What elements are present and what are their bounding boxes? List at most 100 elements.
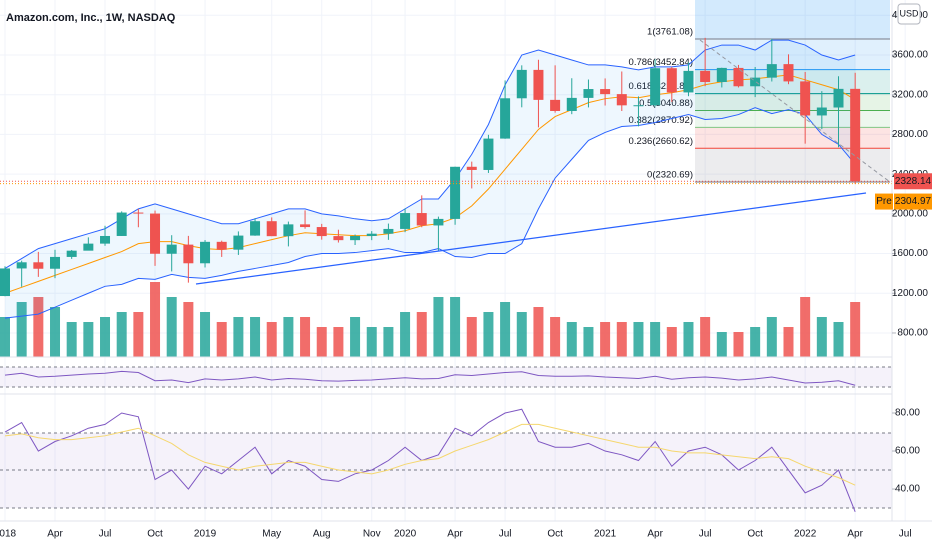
- band-lower: [4, 107, 856, 319]
- volume-bar: [516, 312, 527, 357]
- candle-body: [533, 69, 544, 100]
- volume-bar: [583, 327, 594, 357]
- candle-body: [150, 213, 161, 254]
- pre-tag: Pre: [876, 196, 892, 207]
- x-tick-label: Jul: [699, 529, 712, 540]
- volume-bar: [116, 312, 127, 357]
- candle-body: [66, 250, 77, 257]
- candle-body: [316, 227, 327, 237]
- candle-body: [216, 241, 227, 250]
- fib-label: 0(2320.69): [647, 170, 693, 181]
- volume-bar: [616, 322, 627, 357]
- y-tick-label: 800.00: [897, 328, 928, 339]
- rsi-tick-label: 80.00: [895, 408, 920, 419]
- volume-bar: [733, 332, 744, 357]
- volume-bar: [833, 322, 844, 357]
- candle-body: [666, 68, 677, 93]
- volume-bar: [50, 307, 61, 357]
- volume-bar: [33, 297, 44, 357]
- candle-body: [133, 212, 144, 214]
- candle-body: [16, 262, 27, 269]
- band-upper: [4, 39, 856, 269]
- volume-bar: [266, 322, 277, 357]
- volume-bar: [333, 327, 344, 357]
- candle-body: [266, 221, 277, 237]
- volume-bar: [483, 312, 494, 357]
- candle-body: [733, 67, 744, 87]
- candle-body: [366, 233, 377, 236]
- fib-zone: [695, 110, 890, 128]
- candle-body: [716, 67, 727, 83]
- volume-bar: [783, 327, 794, 357]
- candle-body: [183, 244, 194, 264]
- volume-bar: [16, 302, 27, 357]
- volume-bar: [366, 327, 377, 357]
- pre-price-box: [894, 193, 932, 210]
- volume-bar: [300, 317, 311, 357]
- plot-layer: 2018 Apr Jul Oct 2019 May Aug Nov 2020 Apr Jul Oct 2…: [0, 0, 912, 540]
- volume-bar: [83, 322, 94, 357]
- trend-line: [195, 192, 867, 285]
- volume-bar: [683, 322, 694, 357]
- volume-bar: [200, 312, 211, 357]
- volume-bar: [700, 317, 711, 357]
- candle-body: [600, 89, 611, 95]
- volume-bar: [150, 282, 161, 357]
- oscillator-line: [4, 370, 856, 386]
- fib-label: 0.236(2660.62): [629, 136, 693, 147]
- x-tick-label: Jul: [99, 529, 112, 540]
- volume-bar: [666, 327, 677, 357]
- candle-body: [50, 256, 61, 269]
- rsi-tick-label: 60.00: [895, 446, 920, 457]
- fib-zone: [695, 148, 890, 183]
- x-tick-label: Oct: [147, 529, 163, 540]
- x-tick-label: Apr: [847, 529, 863, 540]
- y-tick-label: 3200.00: [892, 89, 929, 100]
- volume-bar: [750, 327, 761, 357]
- volume-bar: [133, 312, 144, 357]
- candle-body: [333, 236, 344, 241]
- candle-body: [583, 89, 594, 98]
- candle-body: [400, 213, 411, 229]
- volume-bar: [566, 322, 577, 357]
- candle-body: [633, 105, 644, 107]
- candle-body: [850, 88, 861, 182]
- volume-bar: [316, 327, 327, 357]
- x-tick-label: 2022: [794, 529, 817, 540]
- x-tick-label: 2020: [394, 529, 417, 540]
- candle-body: [616, 94, 627, 106]
- fib-label: 0.786(3452.84): [629, 57, 693, 68]
- last-price-box: [894, 173, 932, 190]
- x-tick-label: Oct: [747, 529, 763, 540]
- y-tick-label: 3600.00: [892, 50, 929, 61]
- candle-body: [350, 235, 361, 241]
- volume-bar: [383, 327, 394, 357]
- candle-body: [200, 241, 211, 264]
- candle-body: [700, 70, 711, 83]
- x-tick-label: Aug: [313, 529, 331, 540]
- volume-bar: [650, 322, 661, 357]
- candle-body: [466, 166, 477, 170]
- volume-bar: [816, 317, 827, 357]
- fib-diagonal: [699, 39, 891, 183]
- y-tick-label: 1600.00: [892, 248, 929, 259]
- x-tick-label: Apr: [447, 529, 463, 540]
- x-tick-label: 2021: [594, 529, 617, 540]
- candle-body: [683, 70, 694, 93]
- candle-body: [166, 244, 177, 254]
- x-tick-label: Apr: [47, 529, 63, 540]
- fib-label: 0.618(3210.85): [629, 81, 693, 92]
- candle-body: [283, 224, 294, 237]
- fib-label: 1(3761.08): [647, 27, 693, 38]
- fib-extension-zone: [695, 0, 890, 40]
- rsi-ma-line: [4, 423, 856, 486]
- candle-body: [500, 98, 511, 139]
- x-tick-label: Nov: [363, 529, 381, 540]
- volume-bar: [400, 312, 411, 357]
- y-tick-label: 1200.00: [892, 288, 929, 299]
- band-basis: [4, 74, 856, 294]
- candle-body: [416, 213, 427, 226]
- volume-bar: [233, 317, 244, 357]
- chart-title: Amazon.com, Inc., 1W, NASDAQ: [6, 12, 176, 24]
